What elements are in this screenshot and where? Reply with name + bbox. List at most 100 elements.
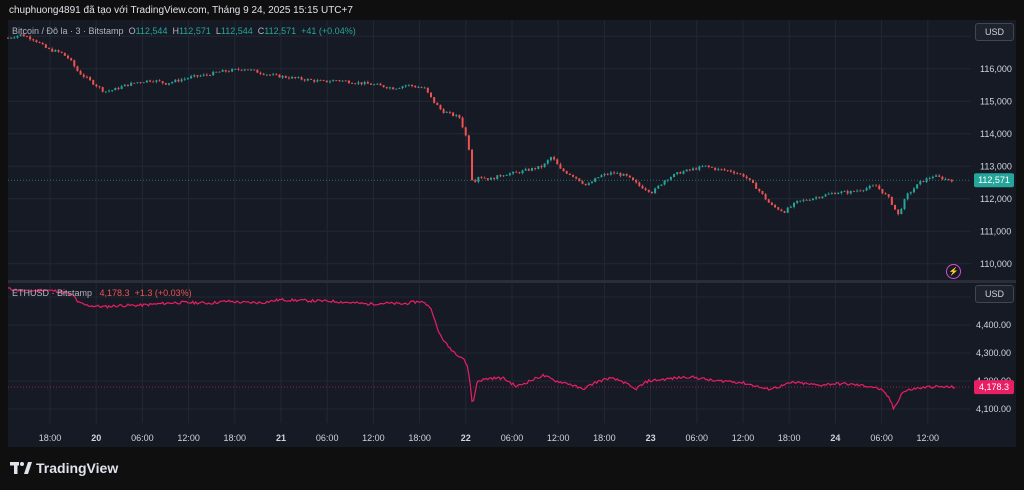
btc-candle: [701, 166, 704, 168]
btc-candle: [635, 180, 638, 183]
btc-candle: [281, 76, 284, 78]
eth-currency-button[interactable]: USD: [975, 285, 1014, 303]
btc-candle: [209, 75, 212, 76]
btc-candle: [515, 171, 518, 173]
btc-candle: [512, 171, 515, 174]
btc-candle: [906, 193, 909, 200]
eth-price-axis[interactable]: [971, 283, 1016, 423]
x-tick-label: 06:00: [686, 433, 709, 443]
btc-candle: [742, 174, 745, 177]
btc-candle: [133, 82, 136, 84]
btc-candle: [218, 71, 221, 73]
btc-candle: [534, 168, 537, 169]
btc-candle: [739, 173, 742, 175]
btc-candle: [111, 90, 114, 91]
btc-candle: [464, 127, 467, 136]
btc-candle: [120, 86, 123, 89]
btc-candle: [733, 171, 736, 174]
btc-candle: [177, 79, 180, 82]
btc-candle: [666, 179, 669, 181]
btc-open-label: O: [128, 26, 136, 36]
btc-candle: [767, 199, 770, 203]
btc-candle: [556, 159, 559, 165]
btc-candle: [489, 177, 492, 180]
btc-candle: [594, 178, 597, 182]
btc-candle: [155, 80, 158, 82]
btc-candle: [199, 75, 202, 77]
btc-candle: [931, 176, 934, 179]
btc-price-axis[interactable]: [971, 20, 1016, 280]
btc-candle: [897, 209, 900, 215]
btc-candle: [48, 47, 51, 49]
btc-candle: [871, 185, 874, 187]
btc-candle: [237, 68, 240, 70]
btc-candle: [799, 200, 802, 202]
btc-candle: [385, 87, 388, 89]
btc-candle: [537, 166, 540, 169]
btc-currency-button[interactable]: USD: [975, 23, 1014, 41]
btc-candle: [815, 197, 818, 199]
btc-candle: [284, 76, 287, 78]
x-tick-label: 12:00: [362, 433, 385, 443]
btc-candle: [777, 207, 780, 210]
btc-candle: [903, 199, 906, 209]
btc-candle: [429, 92, 432, 98]
btc-candle: [685, 169, 688, 172]
btc-candle: [130, 82, 133, 86]
btc-candle: [357, 82, 360, 84]
btc-candle: [916, 184, 919, 189]
btc-candle: [104, 91, 107, 93]
btc-candle: [802, 199, 805, 201]
btc-candle: [736, 173, 739, 175]
btc-symbol[interactable]: Bitcoin / Đô la · 3 · Bitstamp: [12, 26, 124, 36]
x-tick-label: 12:00: [917, 433, 940, 443]
btc-candle: [900, 208, 903, 215]
x-tick-label: 06:00: [316, 433, 339, 443]
eth-symbol[interactable]: ETHUSD · Bitstamp: [12, 288, 93, 298]
btc-candle: [549, 157, 552, 161]
btc-close-label: C: [257, 26, 265, 36]
btc-y-tick-label: 111,000: [980, 226, 1011, 236]
btc-candle: [789, 206, 792, 208]
btc-candle: [774, 204, 777, 208]
btc-candle: [294, 77, 297, 78]
eth-y-tick-label: 4,100.00: [976, 404, 1011, 414]
btc-candle: [496, 175, 499, 180]
btc-candle: [723, 169, 726, 171]
btc-candle: [275, 74, 278, 76]
btc-candle: [521, 170, 524, 174]
btc-candle: [351, 83, 354, 84]
btc-candle: [161, 81, 164, 84]
btc-candle: [344, 80, 347, 82]
btc-candle: [224, 70, 227, 72]
btc-price-pane[interactable]: [8, 20, 971, 280]
btc-candle: [376, 83, 379, 85]
x-tick-label: 06:00: [870, 433, 893, 443]
btc-candle: [171, 81, 174, 84]
btc-candle: [941, 176, 944, 180]
btc-candle: [407, 84, 410, 86]
btc-candle: [531, 168, 534, 171]
btc-candle: [540, 166, 543, 168]
btc-candle: [455, 115, 458, 116]
btc-candle: [707, 165, 710, 167]
btc-candle: [676, 172, 679, 174]
time-axis[interactable]: [8, 423, 1016, 447]
btc-candle: [840, 191, 843, 193]
x-tick-label: 22: [461, 433, 471, 443]
pane-separator[interactable]: [8, 280, 1016, 283]
btc-candle: [578, 178, 581, 182]
btc-candle: [73, 60, 76, 67]
btc-low-value: 112,544: [220, 26, 253, 36]
tradingview-logo[interactable]: TradingView: [10, 460, 118, 476]
btc-candle: [243, 69, 246, 71]
lightning-icon[interactable]: ⚡: [946, 264, 961, 279]
btc-candle: [22, 34, 25, 37]
btc-candle: [16, 35, 19, 38]
btc-y-tick-label: 113,000: [980, 161, 1012, 171]
btc-candle: [796, 200, 799, 203]
btc-candle: [388, 87, 391, 89]
btc-candle: [846, 191, 849, 194]
btc-candle: [234, 68, 237, 70]
